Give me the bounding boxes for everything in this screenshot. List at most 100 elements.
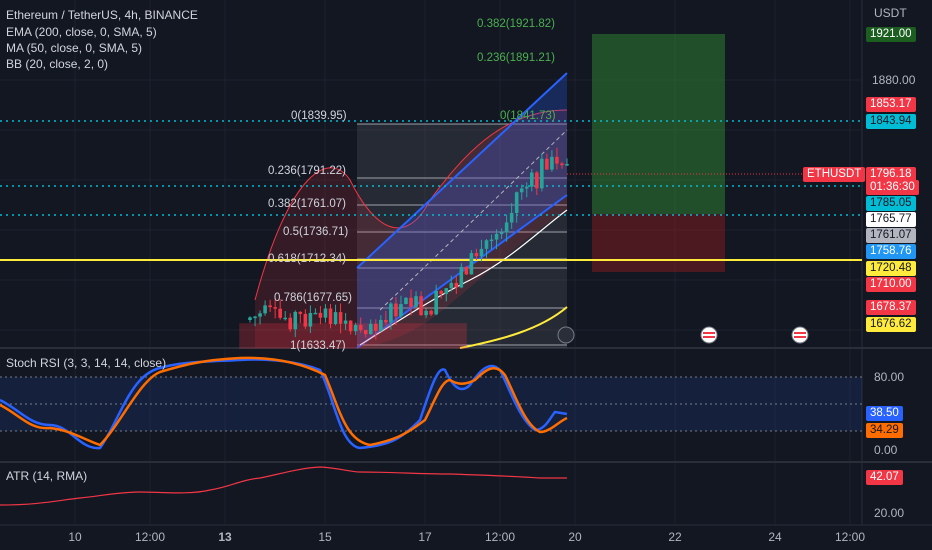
candle-body [434, 291, 438, 315]
flag-stripe [794, 332, 806, 334]
time-axis-label: 15 [318, 530, 332, 544]
candle-body [248, 317, 252, 320]
price-tag-stop: 1710.00 [866, 277, 916, 292]
candle-body [535, 172, 539, 189]
candle-body [348, 320, 353, 332]
ma-50-line [359, 209, 568, 346]
candle-body [545, 158, 549, 170]
candle-body [555, 156, 559, 164]
channel-mid-line [379, 129, 568, 311]
candle-body [469, 253, 474, 275]
time-axis-label: 24 [768, 530, 782, 544]
price-tag-level-2: 1785.05 [866, 196, 916, 211]
candle-body [409, 297, 413, 307]
stoch-d-line [0, 356, 568, 447]
candle-body [328, 308, 333, 324]
candle-body [368, 323, 373, 335]
candle-body [494, 233, 499, 240]
fib-level-label[interactable]: 0.5(1736.71) [283, 226, 349, 238]
chart-title: Ethereum / TetherUS, 4h, BINANCE [6, 8, 198, 22]
fib-level-label[interactable]: 1(1633.47) [290, 340, 346, 352]
candle-body [514, 192, 519, 213]
flag-stripe [703, 332, 715, 334]
stoch-rsi-label[interactable]: Stoch RSI (3, 3, 14, 14, close) [6, 356, 167, 370]
candle-body [384, 319, 388, 323]
candle-body [278, 308, 282, 318]
flag-stripe [703, 336, 715, 338]
atr-line [0, 466, 567, 506]
price-tag-level-1: 1843.94 [866, 114, 916, 129]
flag-stripe [794, 336, 806, 338]
fib-level-label[interactable]: 0.382(1921.82) [477, 18, 556, 30]
us-flag-event-icon [791, 326, 809, 344]
price-tag-bb-lower: 1758.76 [866, 244, 916, 259]
atr-label[interactable]: ATR (14, RMA) [6, 469, 88, 483]
price-axis-tick: 1880.00 [872, 73, 916, 87]
candle-body [499, 232, 504, 234]
time-axis-label: 12:00 [834, 530, 866, 544]
time-axis-label: 20 [568, 530, 582, 544]
candle-body [379, 319, 383, 331]
time-axis-label: 22 [668, 530, 682, 544]
price-tag-bb-upper: 1853.17 [866, 97, 916, 112]
candle-body [449, 282, 454, 289]
candle-body [489, 239, 494, 242]
candle-body [293, 311, 298, 330]
candle-body [308, 313, 313, 327]
stoch-tick-80: 80.00 [874, 370, 905, 384]
dividend-icon [557, 326, 575, 344]
fib-level-label[interactable]: 0.786(1677.65) [274, 292, 353, 304]
candle-body [550, 156, 554, 170]
indicator-ema-legend[interactable]: EMA (200, close, 0, SMA, 5) [6, 25, 157, 39]
symbol-tag[interactable]: ETHUSDT [803, 167, 866, 182]
candle-body [298, 311, 303, 314]
fib-level-label[interactable]: 0.236(1791.22) [268, 165, 347, 177]
price-tag-yellow-line: 1720.48 [866, 261, 916, 276]
candle-body [358, 324, 363, 331]
atr-tag: 42.07 [866, 470, 903, 485]
candle-body [504, 222, 509, 233]
candle-body [474, 253, 479, 257]
fib-level-label[interactable]: 0(1841.73) [500, 110, 556, 122]
fib-level-label[interactable]: 0.236(1891.21) [477, 52, 556, 64]
price-tag-level-3: 1678.37 [866, 300, 916, 315]
long-position-profit-zone [592, 34, 725, 214]
atr-tick: 20.00 [874, 506, 905, 520]
candle-body [529, 172, 534, 187]
indicator-bb-legend[interactable]: BB (20, close, 2, 0) [6, 57, 109, 71]
countdown-tag: 01:36:30 [866, 180, 919, 195]
candle-body [524, 186, 529, 189]
supply-zone-box [239, 323, 467, 349]
candle-body [338, 312, 343, 324]
candle-body [565, 164, 569, 166]
time-axis-label: 17 [418, 530, 432, 544]
parallel-channel-fill [357, 73, 567, 348]
indicator-ma-legend[interactable]: MA (50, close, 0, SMA, 5) [6, 41, 143, 55]
candle-body [459, 266, 464, 288]
candle-body [479, 248, 484, 257]
price-tag-fib: 1761.07 [866, 228, 916, 243]
candle-body [253, 316, 257, 319]
us-flag-event-icon [700, 326, 718, 344]
fib-level-label[interactable]: 0.618(1712.34) [268, 253, 347, 265]
candle-body [353, 324, 358, 332]
fib-level-label[interactable]: 0(1839.95) [291, 110, 347, 122]
ema-200-line [459, 306, 568, 349]
candle-body [283, 317, 288, 320]
time-axis-label: 13 [218, 530, 232, 544]
price-tag-ma: 1765.77 [866, 212, 916, 227]
candle-body [288, 317, 293, 330]
candle-body [419, 296, 423, 316]
candle-body [560, 163, 564, 166]
channel-upper-line [356, 72, 568, 269]
candle-body [399, 304, 403, 317]
candle-body [509, 212, 514, 223]
candle-body [454, 282, 459, 288]
candle-body [273, 307, 277, 309]
candle-body [429, 310, 433, 315]
candle-body [414, 296, 418, 307]
candle-body [263, 305, 267, 314]
fib-level-label[interactable]: 0.382(1761.07) [268, 198, 347, 210]
candle-body [439, 291, 444, 294]
